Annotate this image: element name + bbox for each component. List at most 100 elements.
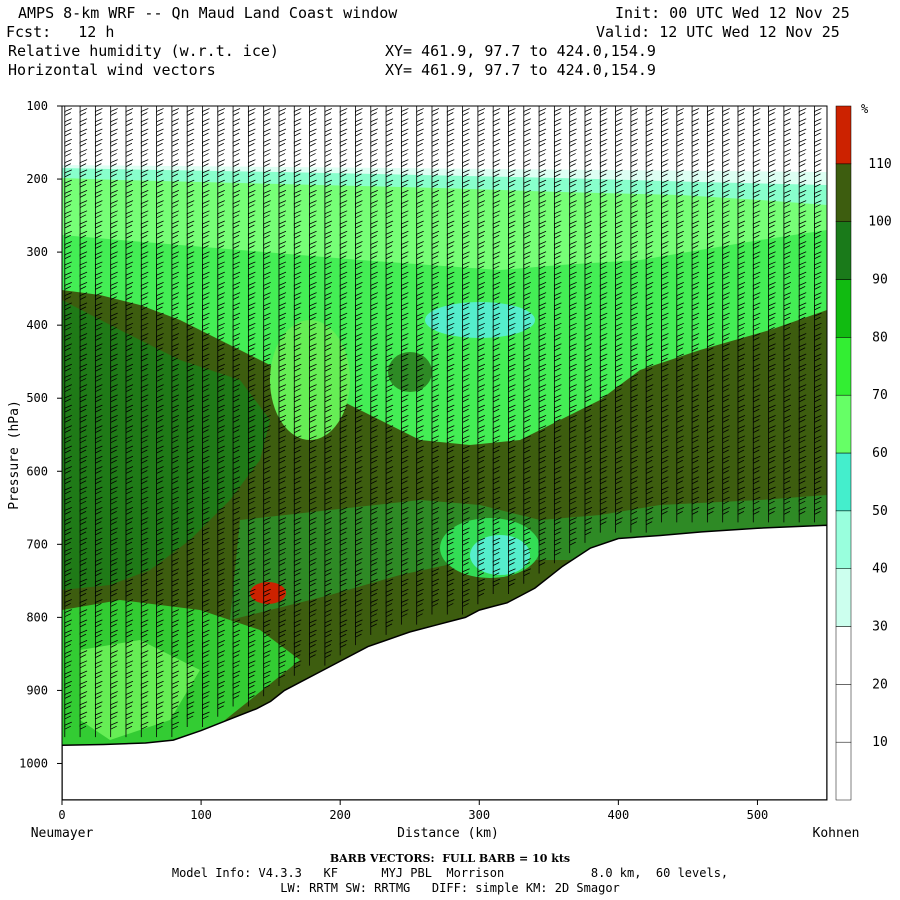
wind-barb xyxy=(370,292,378,308)
wind-barb xyxy=(615,322,623,339)
wind-barb xyxy=(508,537,516,554)
wind-barb xyxy=(355,169,363,185)
wind-barb xyxy=(706,118,715,134)
wind-barb xyxy=(584,302,593,318)
wind-barb xyxy=(339,292,348,308)
wind-barb xyxy=(110,619,118,635)
wind-barb xyxy=(691,138,700,155)
plot-frame xyxy=(61,105,828,801)
wind-barb xyxy=(94,537,103,554)
wind-barb xyxy=(446,322,455,339)
wind-barb xyxy=(599,455,608,472)
wind-barb xyxy=(94,476,103,492)
wind-barb xyxy=(798,404,807,421)
wind-barb xyxy=(140,517,149,533)
wind-barb xyxy=(186,711,195,727)
wind-barb xyxy=(64,333,72,349)
wind-barb xyxy=(400,302,409,318)
wind-barb xyxy=(278,486,287,502)
wind-barb xyxy=(446,149,455,165)
wind-barb xyxy=(247,547,256,564)
wind-barb xyxy=(752,394,761,410)
wind-barb xyxy=(508,435,516,451)
wind-barb xyxy=(462,353,470,369)
wind-barb xyxy=(125,108,134,124)
colorbar-segment xyxy=(835,626,852,685)
wind-barb xyxy=(278,558,287,574)
wind-barb xyxy=(508,271,516,288)
wind-barb xyxy=(462,292,470,308)
wind-barb xyxy=(400,537,409,554)
wind-barb xyxy=(232,384,241,400)
wind-barb xyxy=(202,220,210,237)
wind-barb xyxy=(492,435,501,451)
wind-barb xyxy=(706,210,715,226)
wind-barb xyxy=(355,108,363,124)
wind-barb xyxy=(584,292,593,308)
wind-barb xyxy=(370,169,378,185)
wind-barb xyxy=(446,425,455,441)
wind-barb xyxy=(462,404,470,421)
wind-barb xyxy=(661,507,669,523)
wind-barb xyxy=(263,425,271,441)
wind-barb xyxy=(125,282,134,298)
wind-barb xyxy=(569,455,577,472)
wind-barb xyxy=(385,159,394,175)
wind-barb xyxy=(79,599,88,615)
wind-barb xyxy=(768,282,776,298)
wind-barb xyxy=(630,322,639,339)
wind-barb xyxy=(110,568,118,584)
wind-barb xyxy=(79,619,88,635)
wind-barb xyxy=(94,486,103,502)
wind-barb xyxy=(523,394,531,410)
wind-barb xyxy=(584,271,593,288)
wind-barb xyxy=(293,507,302,523)
wind-barb xyxy=(263,138,271,155)
wind-barb xyxy=(630,425,639,441)
wind-barb xyxy=(446,578,455,594)
wind-barb xyxy=(508,200,516,216)
wind-barb xyxy=(232,558,241,574)
wind-barb xyxy=(814,363,822,380)
wind-barb xyxy=(462,547,470,564)
wind-barb xyxy=(370,578,378,594)
wind-barb xyxy=(400,517,409,533)
wind-barb xyxy=(538,527,547,543)
wind-barb xyxy=(171,650,180,666)
wind-barb xyxy=(615,200,623,216)
wind-barb xyxy=(462,496,470,513)
wind-barb xyxy=(431,455,440,472)
wind-barb xyxy=(569,445,577,462)
wind-barb xyxy=(492,312,501,329)
wind-barb xyxy=(645,179,654,196)
wind-barb xyxy=(400,261,409,277)
wind-barb xyxy=(538,241,547,257)
rh-contour-fill xyxy=(62,106,827,770)
wind-barb xyxy=(355,271,363,288)
wind-barb xyxy=(783,414,792,431)
wind-barb xyxy=(263,660,271,676)
wind-barb xyxy=(125,578,134,594)
wind-barb xyxy=(400,435,409,451)
wind-barb xyxy=(94,578,103,594)
wind-barb xyxy=(477,138,486,155)
wind-barb xyxy=(676,210,684,226)
wind-barb xyxy=(645,200,654,216)
wind-barb xyxy=(232,578,241,594)
wind-barb xyxy=(553,404,562,421)
wind-barb xyxy=(64,507,72,523)
wind-barb xyxy=(553,189,562,206)
wind-barb xyxy=(768,363,776,380)
wind-barb xyxy=(569,159,577,175)
wind-barb xyxy=(508,312,516,329)
wind-barb xyxy=(309,435,317,451)
wind-barb xyxy=(814,241,822,257)
wind-barb xyxy=(630,149,639,165)
wind-barb xyxy=(79,149,88,165)
wind-barb xyxy=(477,333,486,349)
wind-barb xyxy=(125,455,134,472)
wind-barb xyxy=(691,261,700,277)
wind-barb xyxy=(584,435,593,451)
wind-barb xyxy=(202,312,210,329)
wind-barb xyxy=(462,425,470,441)
